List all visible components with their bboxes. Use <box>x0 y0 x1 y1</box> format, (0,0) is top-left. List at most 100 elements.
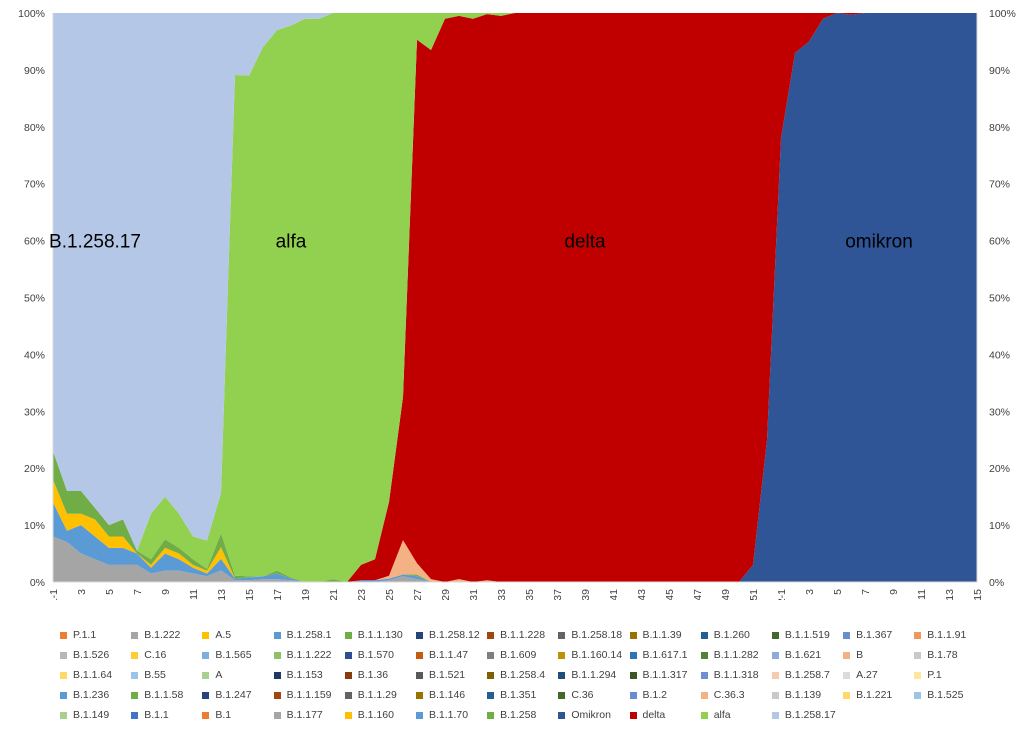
legend-swatch <box>700 691 708 699</box>
legend-swatch <box>558 691 566 699</box>
legend-swatch <box>629 631 637 639</box>
legend-swatch <box>202 651 210 659</box>
legend-item: B.1.139 <box>771 687 843 703</box>
legend-swatch <box>202 711 210 719</box>
legend-swatch <box>700 671 708 679</box>
legend-swatch <box>344 711 352 719</box>
legend-label: B.1.258 <box>500 709 537 721</box>
legend-swatch <box>487 711 495 719</box>
annotation-label: omikron <box>845 232 913 253</box>
legend-item: B.1.570 <box>344 647 416 663</box>
legend-item: B.1.1.318 <box>700 667 772 683</box>
legend-item: Omikron <box>558 707 629 723</box>
legend-label: A <box>215 669 223 681</box>
legend-swatch <box>700 651 708 659</box>
legend-item: B.1.1.282 <box>700 647 772 663</box>
legend-label: B.1.1.317 <box>642 669 688 681</box>
legend-swatch <box>273 711 281 719</box>
legend-label: B.1.146 <box>428 689 466 701</box>
legend-item: B.1.146 <box>415 687 487 703</box>
legend-label: B.1 <box>215 709 232 721</box>
legend-item: B.1.351 <box>487 687 558 703</box>
legend-label: B.1.367 <box>856 629 893 641</box>
y-tick-label-left: 0% <box>30 577 45 589</box>
legend-item: B.1.149 <box>60 707 131 723</box>
x-tick-label: 43 <box>636 589 648 600</box>
x-tick-label: 13 <box>216 589 228 600</box>
x-tick-labels: 2021-13579111315171921232527293133353739… <box>48 589 984 600</box>
legend-swatch <box>843 651 851 659</box>
x-tick-label: 23 <box>356 589 368 600</box>
legend-item: B.1.258.1 <box>273 627 345 643</box>
y-tick-label-left: 10% <box>24 520 45 532</box>
y-tick-label-left: 90% <box>24 65 45 77</box>
y-tick-label-right: 70% <box>989 179 1010 191</box>
legend-swatch <box>771 631 779 639</box>
y-tick-label-right: 0% <box>989 577 1004 589</box>
legend-swatch <box>843 631 851 639</box>
legend-item: B.1.367 <box>843 627 914 643</box>
x-tick-label: 17 <box>272 589 284 600</box>
x-tick-label: 25 <box>384 589 396 600</box>
legend-label: B.1.258.7 <box>784 669 830 681</box>
x-tick-label: 15 <box>972 589 984 600</box>
x-tick-label: 47 <box>692 589 704 600</box>
legend-label: P.1.1 <box>73 629 97 641</box>
legend-label: B.1.222 <box>144 629 181 641</box>
legend-swatch <box>487 631 495 639</box>
legend-swatch <box>415 651 423 659</box>
legend-swatch <box>914 631 922 639</box>
x-tick-label: 7 <box>132 589 144 595</box>
y-tick-label-right: 10% <box>989 520 1010 532</box>
legend-swatch <box>202 631 210 639</box>
legend-label: B.1.78 <box>927 649 958 661</box>
x-tick-label: 45 <box>664 589 676 600</box>
legend-item: B.1.617.1 <box>629 647 701 663</box>
legend-item: B.1.1.294 <box>558 667 629 683</box>
legend-label: C.36.3 <box>713 689 745 701</box>
x-tick-label: 9 <box>888 589 900 595</box>
legend-label: B.1.609 <box>500 649 537 661</box>
legend-swatch <box>629 691 637 699</box>
legend-label: alfa <box>713 709 731 721</box>
legend-swatch <box>700 631 708 639</box>
legend-label: B.1.258.4 <box>500 669 546 681</box>
legend-item: C.16 <box>131 647 202 663</box>
x-tick-label: 5 <box>832 589 844 595</box>
legend-label: B.1.526 <box>73 649 110 661</box>
y-tick-label-right: 20% <box>989 463 1010 475</box>
legend-swatch <box>344 651 352 659</box>
legend-label: B.1.1.29 <box>357 689 397 701</box>
x-tick-label: 9 <box>160 589 172 595</box>
legend-item: B <box>843 647 914 663</box>
area-alfa <box>53 13 977 582</box>
legend-swatch <box>843 671 851 679</box>
legend-item: A.5 <box>202 627 273 643</box>
x-tick-label: 15 <box>244 589 256 600</box>
x-tick-label: 11 <box>188 589 200 600</box>
legend-swatch <box>60 651 67 659</box>
legend-swatch <box>629 671 637 679</box>
legend-item: B.1.153 <box>273 667 345 683</box>
x-tick-label: 51 <box>748 589 760 600</box>
legend-label: B.1.1.58 <box>144 689 184 701</box>
legend-label: B.1.1.47 <box>428 649 469 661</box>
legend-item: B.1.258.17 <box>771 707 843 723</box>
x-tick-label: 31 <box>468 589 480 600</box>
legend-item: B.1.1.159 <box>273 687 345 703</box>
legend-label: B.1.2 <box>642 689 668 701</box>
x-tick-label: 5 <box>104 589 116 595</box>
axes-group <box>52 13 978 583</box>
legend-swatch <box>771 691 779 699</box>
x-tick-label: 39 <box>580 589 592 600</box>
y-tick-label-left: 30% <box>24 406 45 418</box>
legend-label: B.1.177 <box>286 709 323 721</box>
legend-swatch <box>344 691 352 699</box>
x-tick-label: 27 <box>412 589 424 600</box>
x-tick-label: 7 <box>860 589 872 595</box>
legend-swatch <box>273 631 281 639</box>
area-delta <box>53 13 977 582</box>
legend-label: B.1.221 <box>856 689 893 701</box>
y-tick-label-left: 60% <box>24 236 45 248</box>
y-tick-labels-right: 0% 10% 20% 30% 40% 50% 60% 70% 80% 90% 100% <box>989 8 1016 589</box>
